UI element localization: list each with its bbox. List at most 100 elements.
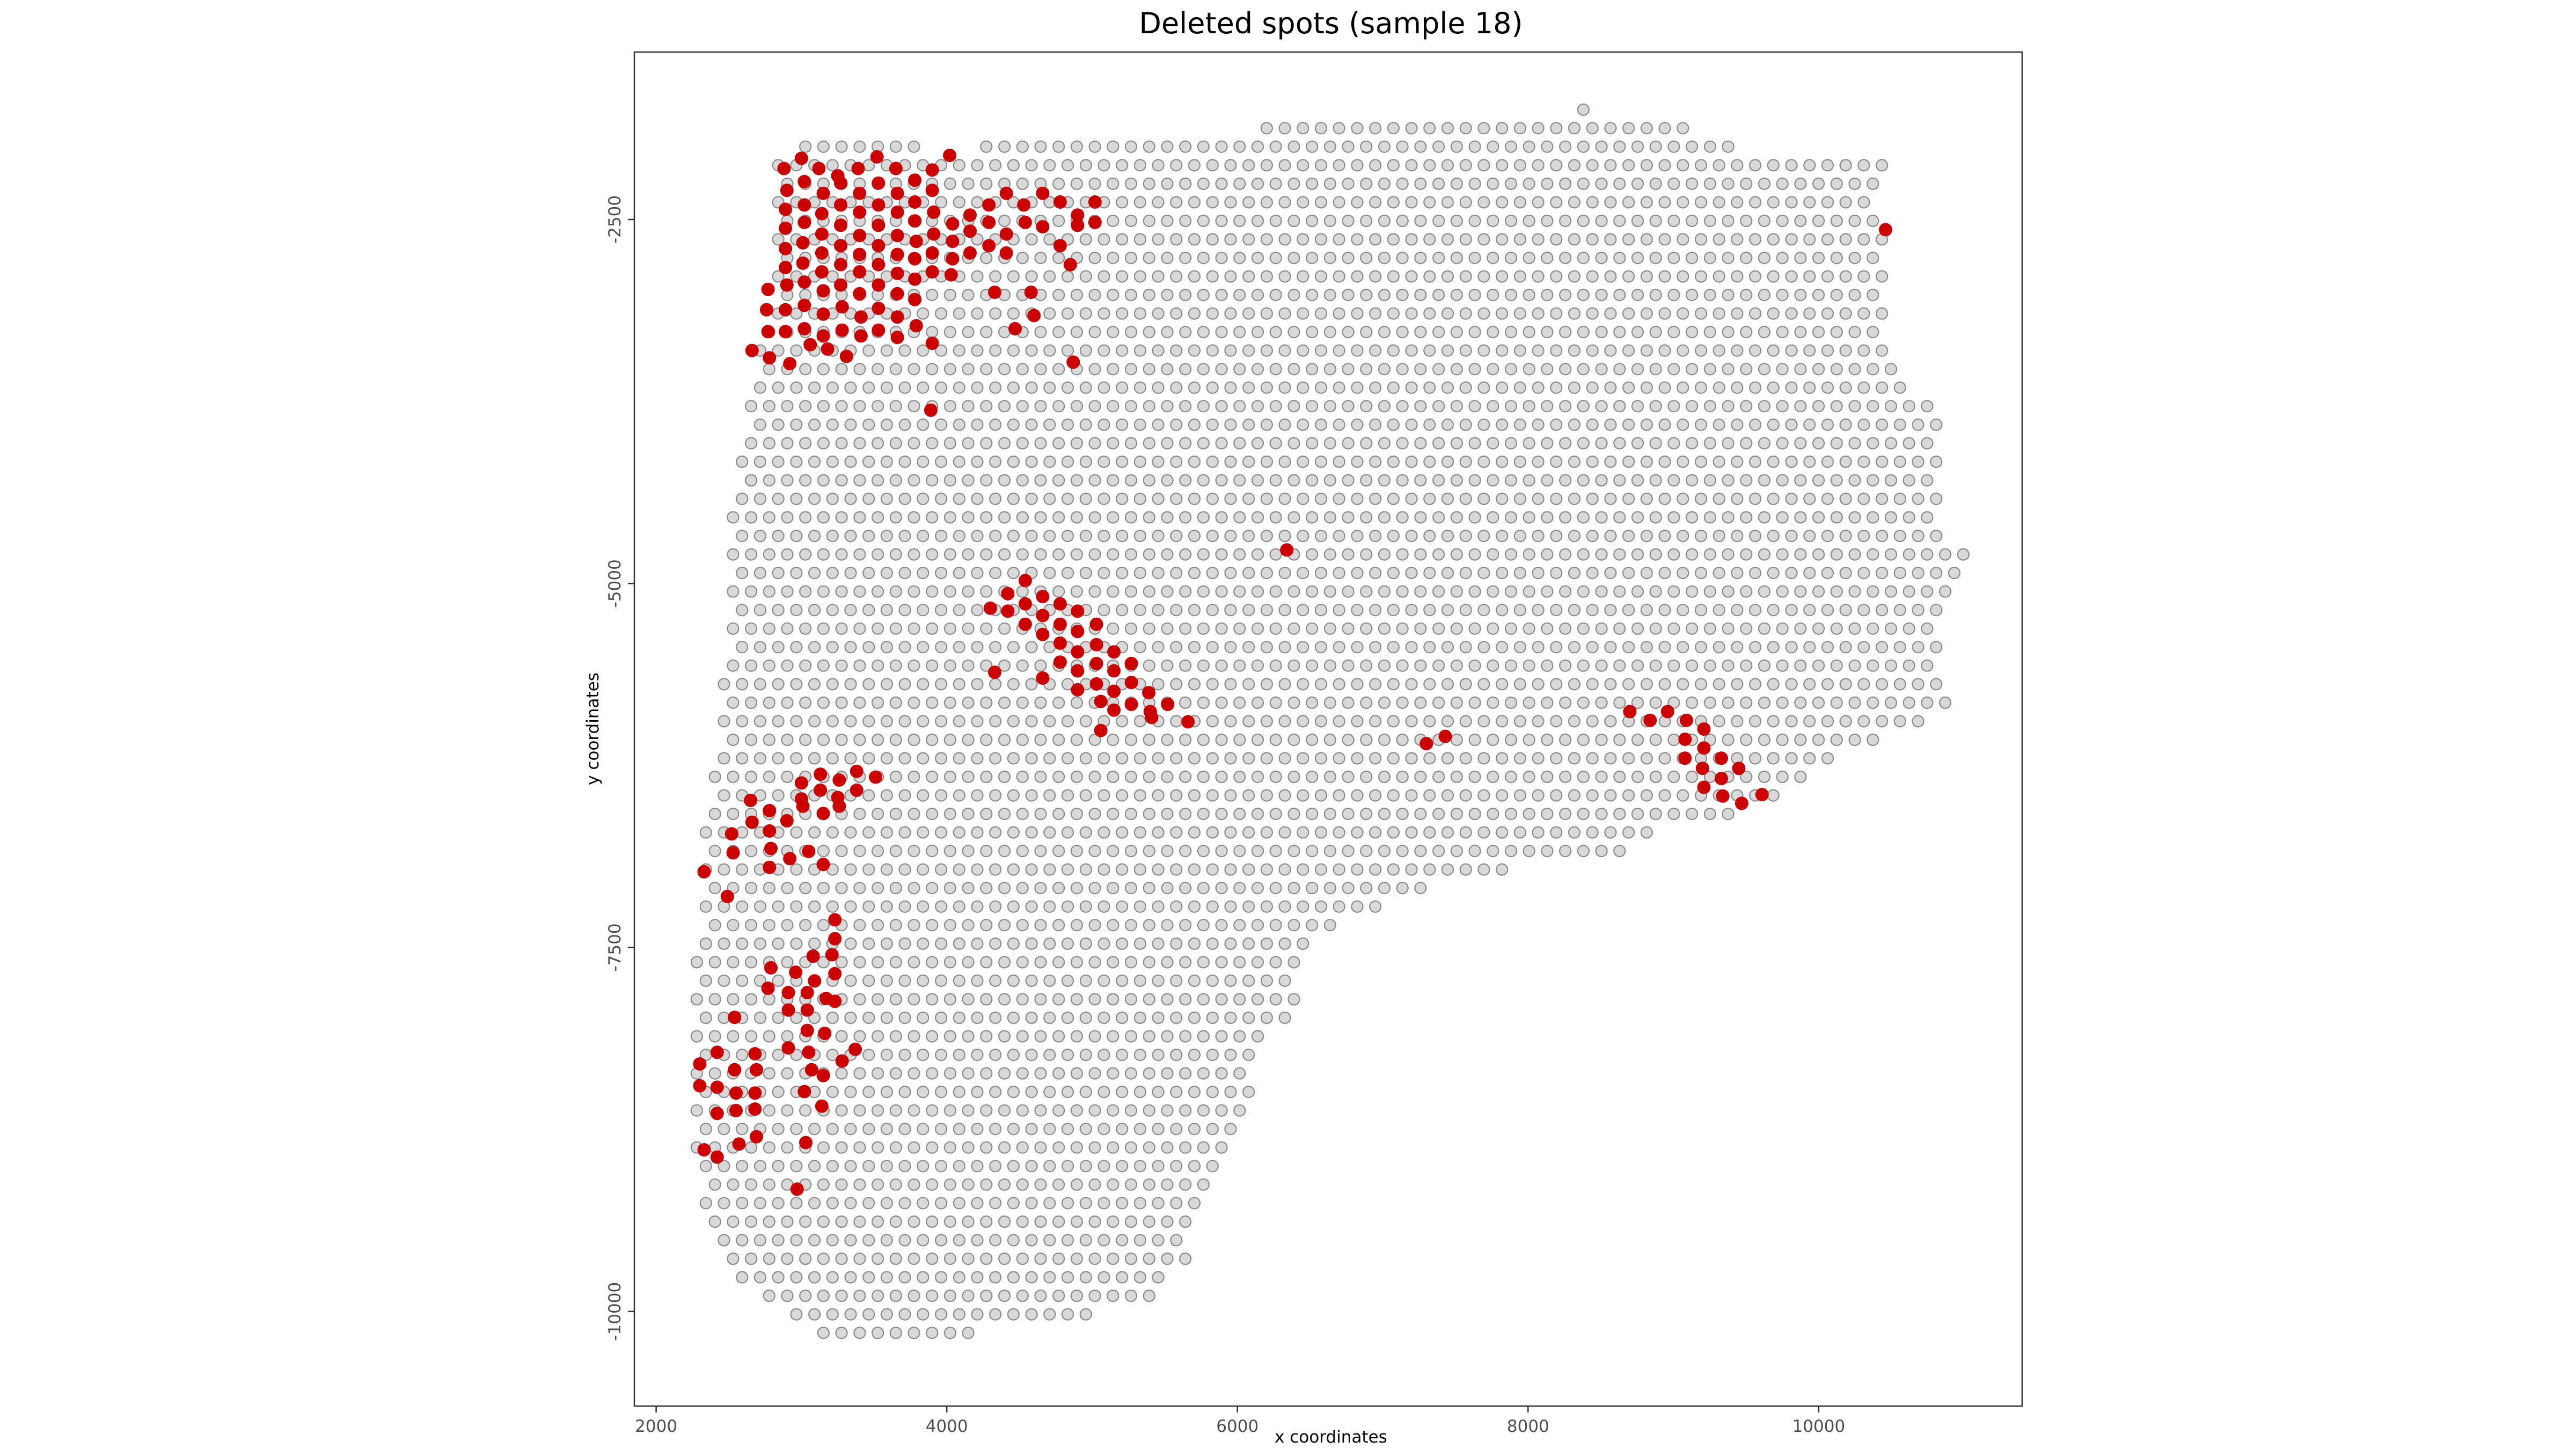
kept-spot — [1794, 288, 1807, 302]
kept-spot — [790, 678, 803, 691]
kept-spot — [1577, 733, 1590, 747]
kept-spot — [1731, 159, 1744, 172]
kept-spot — [1133, 566, 1146, 580]
kept-spot — [1767, 492, 1780, 506]
kept-spot — [1496, 344, 1509, 357]
kept-spot — [1830, 548, 1843, 561]
kept-spot — [1568, 641, 1581, 654]
kept-spot — [1532, 270, 1545, 283]
kept-spot — [1224, 1123, 1237, 1136]
kept-spot — [1459, 529, 1472, 543]
kept-spot — [844, 418, 857, 431]
kept-spot — [1622, 752, 1635, 765]
kept-spot — [799, 1289, 812, 1302]
deleted-spot — [802, 1045, 816, 1059]
kept-spot — [1414, 622, 1427, 635]
kept-spot — [1342, 548, 1355, 561]
kept-spot — [1269, 288, 1282, 302]
kept-spot — [1640, 492, 1653, 506]
kept-spot — [1197, 326, 1210, 339]
kept-spot — [1677, 789, 1689, 802]
kept-spot — [1088, 993, 1101, 1006]
kept-spot — [1378, 288, 1391, 302]
kept-spot — [1260, 455, 1273, 469]
kept-spot — [1070, 511, 1084, 524]
kept-spot — [1070, 956, 1084, 969]
kept-spot — [1070, 1178, 1084, 1191]
kept-spot — [1152, 604, 1165, 617]
kept-spot — [1893, 641, 1906, 654]
kept-spot — [1649, 326, 1662, 339]
kept-spot — [1170, 1123, 1183, 1136]
kept-spot — [934, 1011, 948, 1024]
kept-spot — [1921, 437, 1934, 450]
kept-spot — [799, 733, 812, 747]
kept-spot — [943, 474, 957, 487]
kept-spot — [1893, 492, 1906, 506]
kept-spot — [1468, 252, 1481, 265]
kept-spot — [1107, 1030, 1119, 1043]
kept-spot — [862, 1011, 875, 1024]
kept-spot — [1432, 845, 1445, 858]
kept-spot — [862, 1048, 875, 1062]
kept-spot — [1468, 177, 1481, 190]
kept-spot — [1161, 993, 1174, 1006]
kept-spot — [1152, 1123, 1165, 1136]
kept-spot — [1242, 1048, 1255, 1062]
kept-spot — [1387, 752, 1400, 765]
kept-spot — [844, 1160, 857, 1173]
kept-spot — [1387, 863, 1400, 876]
kept-spot — [998, 1252, 1011, 1265]
kept-spot — [917, 344, 930, 357]
kept-spot — [1912, 529, 1924, 543]
kept-spot — [1504, 845, 1518, 858]
kept-spot — [826, 1085, 839, 1099]
kept-spot — [1450, 733, 1463, 747]
kept-spot — [727, 659, 740, 672]
kept-spot — [1677, 344, 1689, 357]
kept-spot — [1830, 696, 1843, 709]
kept-spot — [1251, 696, 1264, 709]
kept-spot — [1758, 363, 1771, 376]
deleted-spot — [764, 841, 778, 855]
kept-spot — [1423, 492, 1436, 506]
kept-spot — [1686, 177, 1699, 190]
kept-spot — [1179, 140, 1192, 153]
deleted-spot — [697, 865, 711, 879]
deleted-spot — [1715, 772, 1728, 786]
kept-spot — [1713, 678, 1725, 691]
kept-spot — [1541, 214, 1554, 228]
kept-spot — [1550, 344, 1563, 357]
kept-spot — [1016, 252, 1029, 265]
kept-spot — [998, 548, 1011, 561]
kept-spot — [753, 900, 767, 913]
kept-spot — [1016, 363, 1029, 376]
kept-spot — [1694, 270, 1708, 283]
kept-spot — [1170, 307, 1183, 320]
kept-spot — [1170, 826, 1183, 839]
kept-spot — [1731, 344, 1744, 357]
kept-spot — [1061, 1197, 1074, 1210]
kept-spot — [1423, 344, 1436, 357]
kept-spot — [1595, 140, 1608, 153]
kept-spot — [1333, 604, 1345, 617]
kept-spot — [898, 752, 911, 765]
kept-spot — [1116, 752, 1129, 765]
kept-spot — [1233, 733, 1246, 747]
deleted-spot — [1027, 309, 1041, 323]
kept-spot — [753, 492, 767, 506]
kept-spot — [1423, 826, 1436, 839]
kept-spot — [1803, 344, 1816, 357]
kept-spot — [1396, 585, 1409, 598]
kept-spot — [1342, 288, 1355, 302]
kept-spot — [1342, 882, 1355, 895]
kept-spot — [1088, 363, 1101, 376]
kept-spot — [1287, 585, 1300, 598]
deleted-spot — [779, 303, 793, 317]
kept-spot — [880, 937, 894, 950]
kept-spot — [1378, 437, 1391, 450]
kept-spot — [1197, 1104, 1210, 1117]
kept-spot — [1893, 455, 1906, 469]
kept-spot — [1170, 196, 1183, 209]
kept-spot — [1278, 307, 1291, 320]
